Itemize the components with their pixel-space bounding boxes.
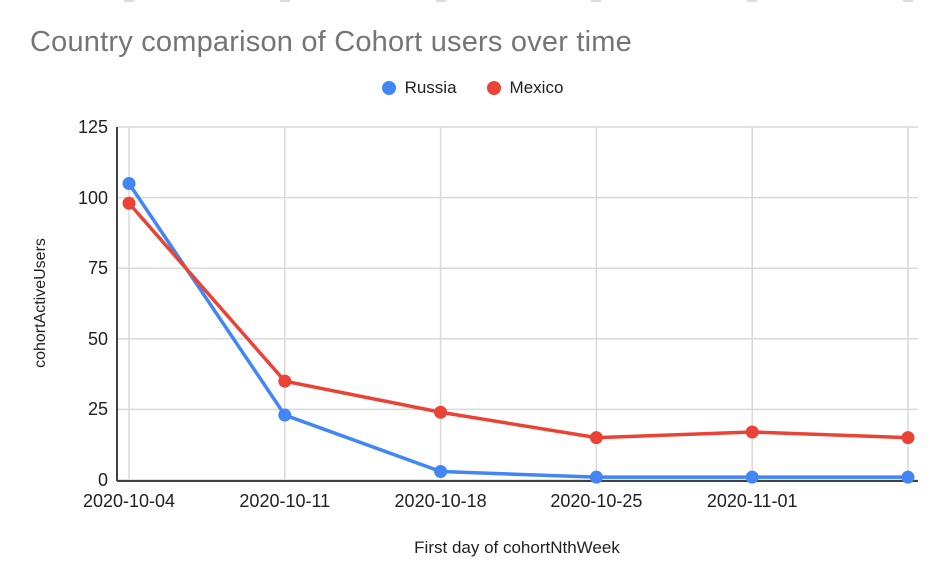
y-tick-label: 50 [87, 328, 108, 349]
top-edge-artifact [903, 0, 913, 2]
top-edge-artifact [279, 0, 290, 2]
data-point-russia[interactable] [589, 470, 603, 484]
y-tick-label: 75 [87, 258, 108, 279]
top-edge-artifact [747, 0, 758, 2]
legend: Russia Mexico [0, 77, 945, 99]
series-line-mexico [127, 201, 910, 440]
legend-label-russia: Russia [404, 78, 457, 97]
top-edge-artifact [435, 0, 446, 2]
legend-item-russia[interactable]: Russia [381, 78, 457, 98]
series-line-russia [127, 181, 910, 479]
data-point-mexico[interactable] [434, 405, 448, 419]
data-point-mexico[interactable] [122, 196, 136, 210]
x-tick-label: 2020-10-25 [550, 491, 643, 511]
data-point-russia[interactable] [745, 470, 759, 484]
x-tick-label: 2020-10-11 [239, 491, 331, 511]
legend-item-mexico[interactable]: Mexico [486, 78, 564, 98]
data-point-mexico[interactable] [589, 431, 603, 445]
x-tick-label: 2020-10-18 [394, 491, 487, 511]
y-tick-label: 25 [87, 399, 108, 420]
data-point-russia[interactable] [434, 465, 448, 479]
x-tick-label: 2020-10-04 [82, 491, 176, 511]
data-point-russia[interactable] [901, 470, 915, 484]
chart-title: Country comparison of Cohort users over … [30, 26, 632, 58]
y-tick-label: 0 [97, 470, 108, 490]
data-point-russia[interactable] [122, 176, 136, 190]
data-point-russia[interactable] [278, 408, 292, 422]
legend-swatch-russia-icon [381, 81, 396, 95]
y-axis-title: cohortActiveUsers [32, 238, 49, 368]
y-tick-label: 100 [77, 187, 108, 208]
legend-swatch-mexico-icon [486, 81, 501, 95]
data-point-mexico[interactable] [745, 425, 759, 439]
y-tick-label: 125 [77, 117, 108, 137]
data-point-mexico[interactable] [278, 374, 292, 388]
x-axis-title: First day of cohortNthWeek [414, 538, 620, 557]
legend-label-mexico: Mexico [509, 78, 564, 97]
x-tick-label: 2020-11-01 [706, 491, 798, 511]
data-point-mexico[interactable] [901, 431, 915, 445]
top-edge-artifact [124, 0, 134, 2]
top-edge-artifact [591, 0, 602, 2]
